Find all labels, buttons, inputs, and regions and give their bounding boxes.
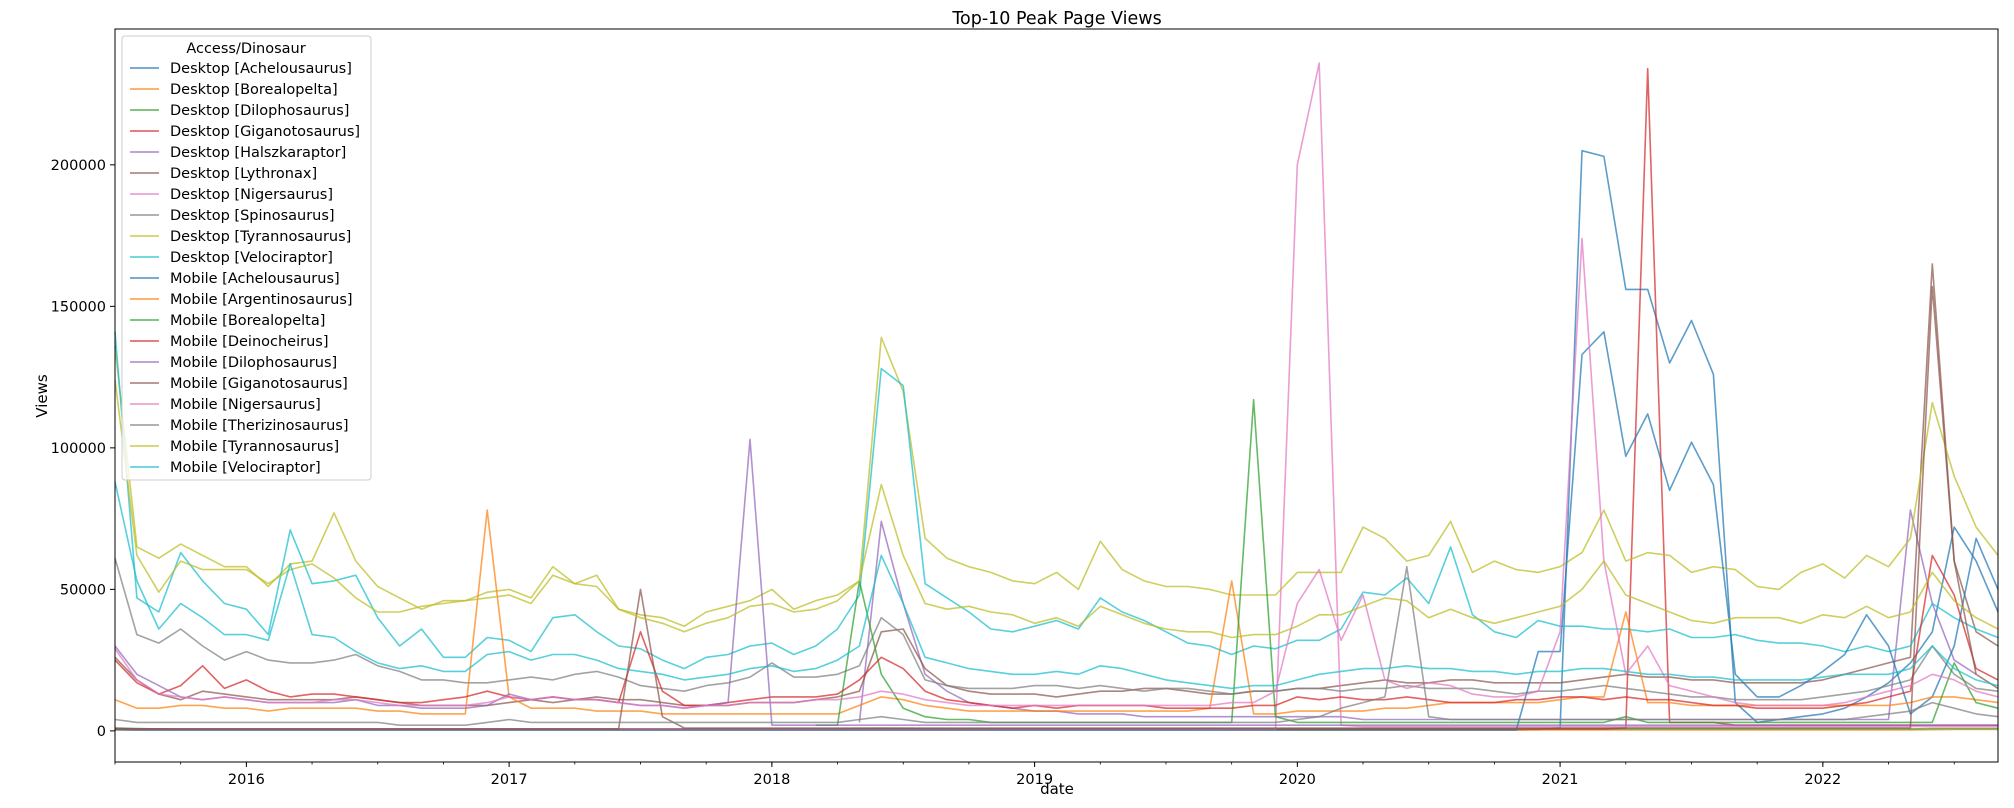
x-tick-label: 2018 <box>753 772 790 788</box>
series-line-19 <box>114 481 1999 690</box>
legend-label: Mobile [Dilophosaurus] <box>170 355 337 371</box>
series-line-16 <box>114 237 1999 710</box>
legend-label: Desktop [Giganotosaurus] <box>170 124 360 140</box>
series-line-13 <box>114 554 1999 710</box>
series-line-15 <box>114 285 1999 730</box>
x-tick-label: 2021 <box>1542 772 1579 788</box>
x-tick-label: 2020 <box>1279 772 1316 788</box>
legend-label: Desktop [Dilophosaurus] <box>170 103 349 119</box>
x-tick-label: 2016 <box>228 772 265 788</box>
y-tick-label: 100000 <box>51 441 106 457</box>
legend-label: Mobile [Therizinosaurus] <box>170 418 348 434</box>
legend-label: Mobile [Borealopelta] <box>170 313 325 329</box>
legend-label: Desktop [Borealopelta] <box>170 82 338 98</box>
legend-label: Mobile [Tyrannosaurus] <box>170 439 339 455</box>
x-tick-label: 2017 <box>491 772 528 788</box>
legend-label: Desktop [Nigersaurus] <box>170 187 333 203</box>
plot-frame <box>114 28 1999 763</box>
legend-label: Desktop [Achelousaurus] <box>170 61 352 77</box>
legend-box <box>121 35 372 481</box>
series-line-10 <box>114 330 1999 731</box>
legend-label: Mobile [Achelousaurus] <box>170 271 340 287</box>
legend-label: Mobile [Velociraptor] <box>170 460 321 476</box>
legend-label: Desktop [Tyrannosaurus] <box>170 229 351 245</box>
series-line-18 <box>114 379 1999 639</box>
legend-label: Mobile [Nigersaurus] <box>170 397 321 413</box>
series-line-7 <box>114 557 1999 701</box>
series-lines <box>114 62 1999 731</box>
legend-label: Mobile [Deinocheirus] <box>170 334 328 350</box>
y-axis-label: Views <box>33 374 51 418</box>
legend: Access/Dinosaur Desktop [Achelousaurus] D… <box>121 35 372 481</box>
y-tick-label: 50000 <box>60 582 106 598</box>
x-axis-label: date <box>1040 780 1074 798</box>
y-tick-label: 0 <box>97 724 106 740</box>
legend-label: Desktop [Spinosaurus] <box>170 208 335 224</box>
x-tick-label: 2022 <box>1804 772 1841 788</box>
legend-label: Mobile [Giganotosaurus] <box>170 376 348 392</box>
legend-label: Desktop [Halszkaraptor] <box>170 145 346 161</box>
series-line-17 <box>114 565 1999 727</box>
legend-title: Access/Dinosaur <box>186 41 305 57</box>
legend-label: Desktop [Velociraptor] <box>170 250 333 266</box>
legend-label: Desktop [Lythronax] <box>170 166 317 182</box>
series-line-14 <box>114 438 1998 727</box>
chart-title: Top-10 Peak Page Views <box>951 9 1161 29</box>
legend-label: Mobile [Argentinosaurus] <box>170 292 353 308</box>
series-line-9 <box>114 331 1999 670</box>
x-axis: 2016 2017 2018 2019 2020 2021 2022 <box>114 762 1955 788</box>
y-axis: 0 50000 100000 150000 200000 <box>51 158 115 740</box>
y-tick-label: 200000 <box>51 158 106 174</box>
y-tick-label: 150000 <box>51 299 106 315</box>
x-tick-label: 2019 <box>1016 772 1053 788</box>
series-line-8 <box>114 336 1999 628</box>
series-line-11 <box>114 509 1999 715</box>
